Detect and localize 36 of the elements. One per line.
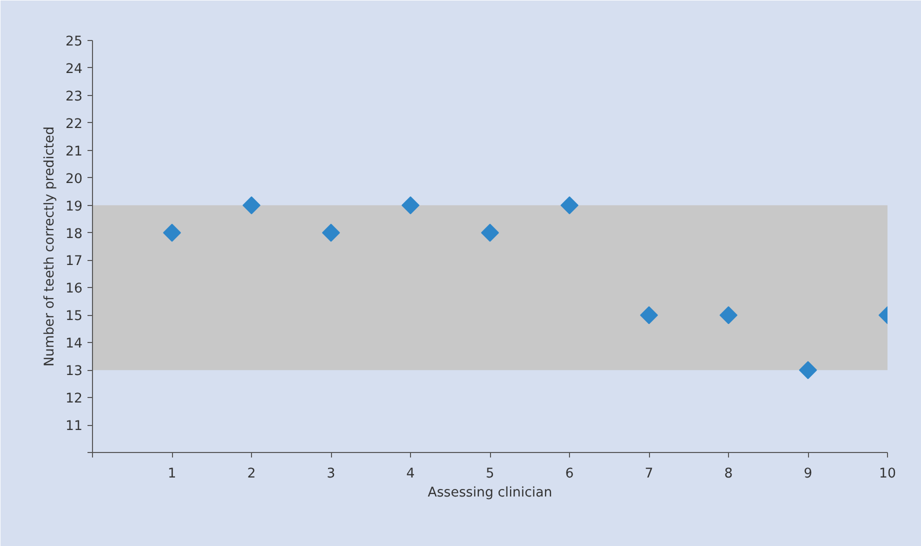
y-tick-label: 23 (66, 89, 83, 104)
point (481, 224, 499, 242)
x-tick-label: 4 (406, 466, 415, 482)
point (402, 196, 420, 214)
x-tick-label: 8 (724, 466, 733, 482)
y-tick-label: 20 (66, 172, 83, 187)
x-tick-label: 5 (486, 466, 494, 482)
x-tick-label: 2 (247, 466, 256, 482)
point (640, 306, 658, 324)
y-tick-label: 15 (66, 309, 83, 324)
y-tick-label: 25 (66, 34, 83, 50)
x-tick-label: 1 (168, 466, 176, 482)
y-tick-label: 12 (66, 392, 83, 407)
x-tick-label: 6 (565, 466, 574, 482)
point (720, 306, 738, 324)
y-tick-label: 16 (66, 282, 83, 297)
x-axis-title: Assessing clinician (428, 486, 552, 500)
y-axis-title: Number of teeth correctly predicted (42, 126, 58, 367)
y-tick-label: 17 (66, 254, 83, 270)
x-tick-label: 10 (879, 466, 896, 482)
y-tick-label: 11 (66, 419, 83, 434)
point (799, 361, 817, 380)
x-tick-label: 7 (644, 466, 654, 482)
point (242, 196, 260, 214)
y-tick-label: 14 (66, 336, 83, 352)
y-tick-label: 19 (66, 199, 83, 214)
x-tick-label: 3 (326, 466, 336, 482)
y-tick-label: 22 (66, 116, 83, 132)
point (560, 196, 578, 214)
point (322, 224, 340, 242)
y-tick-label: 18 (66, 226, 83, 242)
x-tick-label: 9 (804, 466, 812, 482)
y-tick-label: 24 (66, 62, 83, 77)
point (163, 224, 181, 242)
y-tick-label: 13 (66, 364, 83, 380)
y-tick-label: 21 (66, 144, 83, 160)
